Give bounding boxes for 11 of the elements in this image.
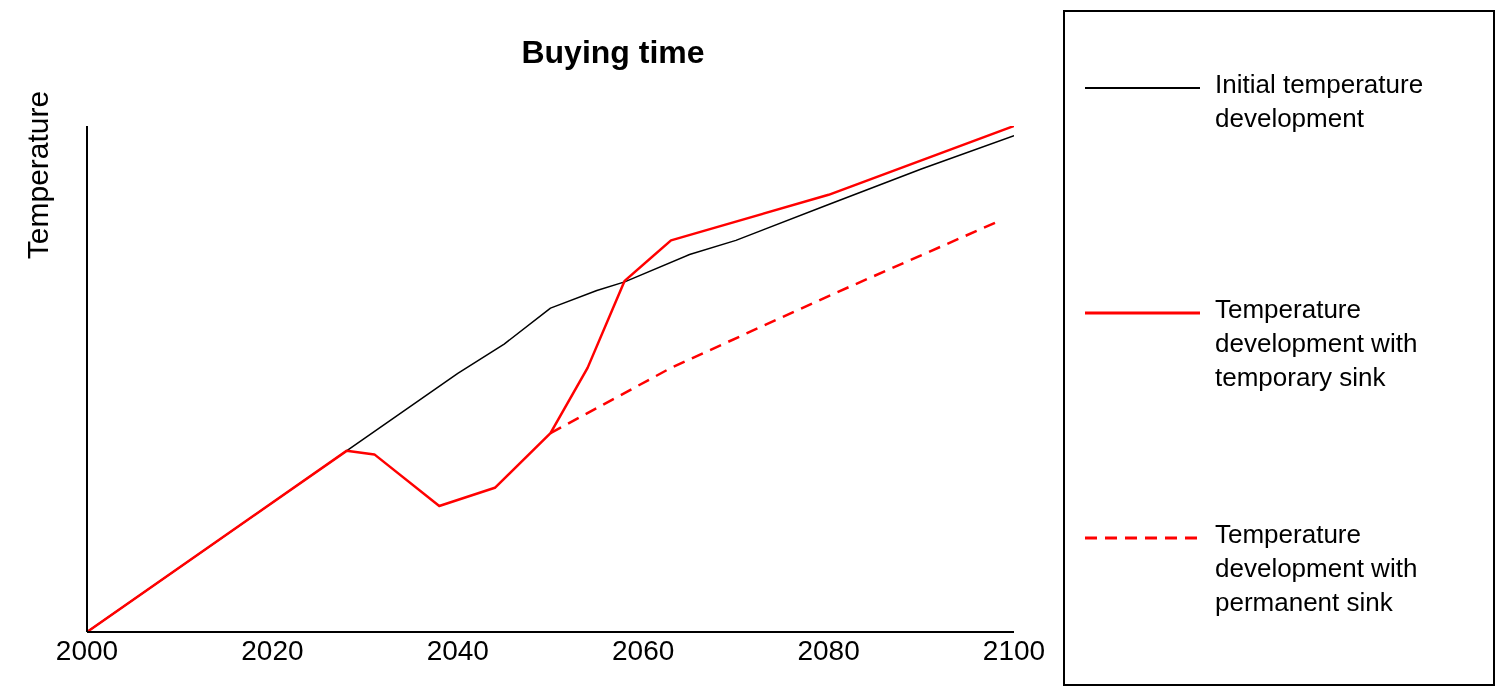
x-tick-label: 2100 (982, 634, 1046, 666)
x-tick-label: 2080 (797, 634, 860, 666)
chart-title: Buying time (520, 34, 706, 71)
legend-label: Initial temperature development (1215, 68, 1425, 135)
x-tick-label: 2060 (612, 634, 675, 666)
x-tick-label: 2000 (55, 634, 119, 666)
x-tick-label: 2020 (241, 634, 304, 666)
y-axis-title: Temperature (21, 89, 55, 262)
legend-label: Temperature development with permanent sink (1215, 518, 1419, 619)
legend-label: Temperature development with temporary sink (1215, 293, 1419, 394)
x-tick-label: 2040 (426, 634, 489, 666)
